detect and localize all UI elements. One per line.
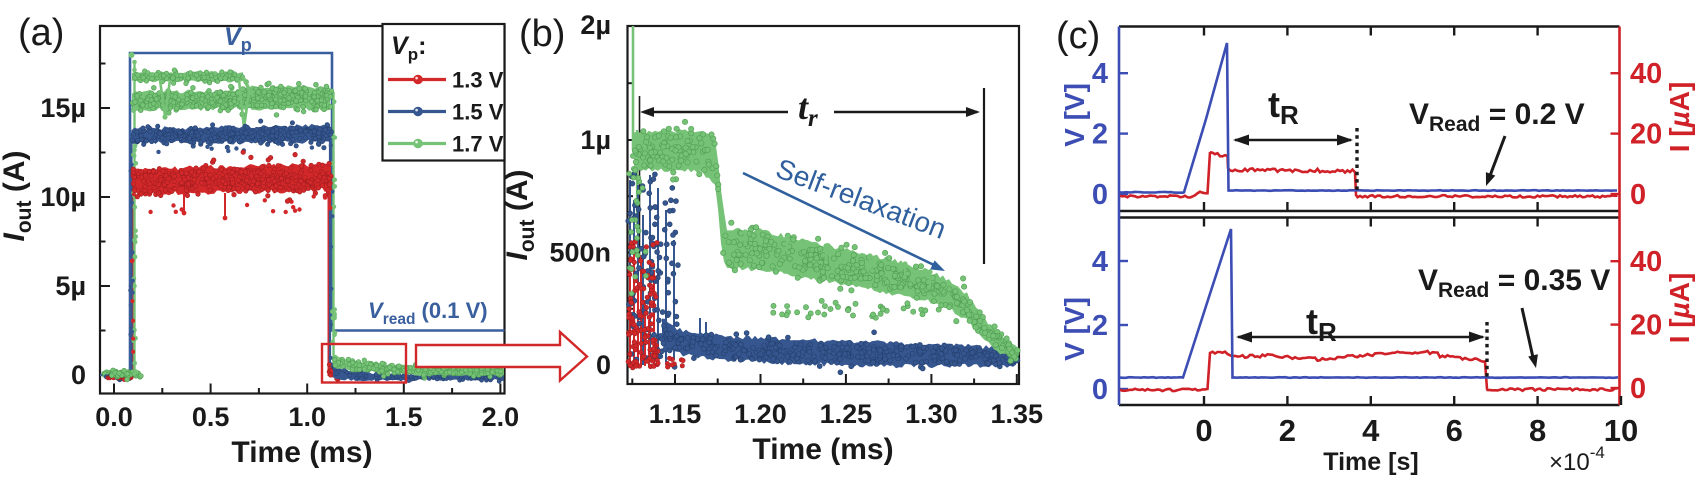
svg-text:1.20: 1.20 bbox=[734, 399, 787, 429]
svg-text:1.0: 1.0 bbox=[288, 402, 326, 432]
svg-text:8: 8 bbox=[1529, 413, 1546, 448]
svg-text:0: 0 bbox=[596, 350, 611, 380]
svg-text:1.3 V: 1.3 V bbox=[452, 68, 504, 93]
svg-text:Time [s]: Time [s] bbox=[1323, 448, 1418, 476]
svg-text:Iout (A): Iout (A) bbox=[501, 170, 539, 261]
svg-text:2: 2 bbox=[1092, 119, 1108, 151]
svg-text:40: 40 bbox=[1630, 246, 1662, 278]
svg-text:Time (ms): Time (ms) bbox=[231, 436, 372, 469]
svg-text:4: 4 bbox=[1092, 246, 1108, 278]
svg-text:500n: 500n bbox=[549, 238, 611, 268]
svg-text:VRead = 0.35 V: VRead = 0.35 V bbox=[1418, 264, 1610, 302]
svg-text:2: 2 bbox=[1279, 413, 1296, 448]
svg-text:20: 20 bbox=[1630, 310, 1662, 342]
svg-text:(b): (b) bbox=[519, 13, 565, 55]
svg-text:6: 6 bbox=[1446, 413, 1463, 448]
svg-text:1.7 V: 1.7 V bbox=[452, 132, 504, 157]
svg-text:20: 20 bbox=[1630, 119, 1662, 151]
svg-text:Vread (0.1 V): Vread (0.1 V) bbox=[368, 298, 488, 328]
svg-text:V [V]: V [V] bbox=[1059, 83, 1090, 147]
svg-text:0: 0 bbox=[1195, 413, 1212, 448]
svg-text:V [V]: V [V] bbox=[1059, 297, 1090, 361]
svg-text:Vp:: Vp: bbox=[391, 32, 426, 64]
svg-text:Time (ms): Time (ms) bbox=[752, 433, 893, 466]
svg-text:1.35: 1.35 bbox=[991, 399, 1044, 429]
svg-text:2.0: 2.0 bbox=[482, 402, 520, 432]
svg-text:0: 0 bbox=[1092, 374, 1108, 406]
svg-text:0: 0 bbox=[71, 360, 86, 390]
svg-text:4: 4 bbox=[1092, 58, 1108, 90]
svg-text:0.0: 0.0 bbox=[95, 402, 133, 432]
svg-text:2: 2 bbox=[1092, 310, 1108, 342]
svg-text:(c): (c) bbox=[1056, 15, 1100, 57]
svg-text:I [µA]: I [µA] bbox=[1664, 273, 1695, 344]
svg-text:Iout (A): Iout (A) bbox=[0, 151, 36, 242]
svg-text:1µ: 1µ bbox=[580, 125, 611, 155]
svg-text:0.5: 0.5 bbox=[192, 402, 230, 432]
svg-text:1.5 V: 1.5 V bbox=[452, 100, 504, 125]
svg-text:10: 10 bbox=[1604, 413, 1638, 448]
svg-text:1.30: 1.30 bbox=[905, 399, 958, 429]
svg-text:(a): (a) bbox=[18, 12, 64, 54]
svg-text:1.5: 1.5 bbox=[385, 402, 423, 432]
svg-text:0: 0 bbox=[1630, 373, 1646, 405]
svg-text:0: 0 bbox=[1092, 179, 1108, 211]
svg-text:1.25: 1.25 bbox=[820, 399, 873, 429]
svg-text:2µ: 2µ bbox=[580, 10, 611, 40]
svg-text:0: 0 bbox=[1630, 179, 1646, 211]
svg-text:10µ: 10µ bbox=[40, 182, 86, 212]
svg-text:5µ: 5µ bbox=[55, 271, 86, 301]
svg-text:4: 4 bbox=[1362, 413, 1380, 448]
svg-text:15µ: 15µ bbox=[40, 93, 86, 123]
svg-text:40: 40 bbox=[1630, 58, 1662, 90]
svg-text:I [µA]: I [µA] bbox=[1664, 82, 1695, 153]
svg-text:1.15: 1.15 bbox=[649, 399, 702, 429]
